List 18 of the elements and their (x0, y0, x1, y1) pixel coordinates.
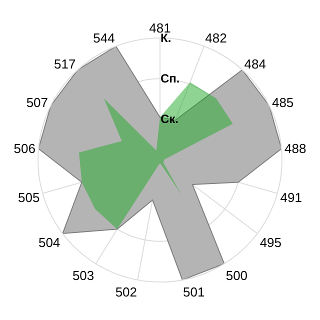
spoke-label: 488 (284, 140, 306, 156)
spoke-label: 517 (54, 56, 76, 72)
spoke-label: 503 (72, 268, 94, 283)
spoke-label: 482 (205, 30, 227, 46)
spoke-label: 505 (18, 190, 40, 206)
spoke-label: 544 (93, 30, 115, 46)
spoke-label: 502 (115, 284, 138, 300)
spoke-label: 484 (244, 56, 266, 72)
y-tick-label: Сп. (160, 72, 180, 86)
spoke-label: 501 (182, 284, 205, 300)
spoke-label: 506 (14, 140, 36, 156)
spoke-label: 500 (226, 268, 248, 283)
spoke-label: 507 (26, 95, 48, 110)
spoke-label: 495 (260, 234, 282, 250)
spoke-label: 491 (280, 190, 302, 206)
spoke-label: 485 (272, 95, 294, 110)
y-tick-label: Ск. (160, 112, 179, 126)
spoke-label: 504 (38, 234, 60, 250)
